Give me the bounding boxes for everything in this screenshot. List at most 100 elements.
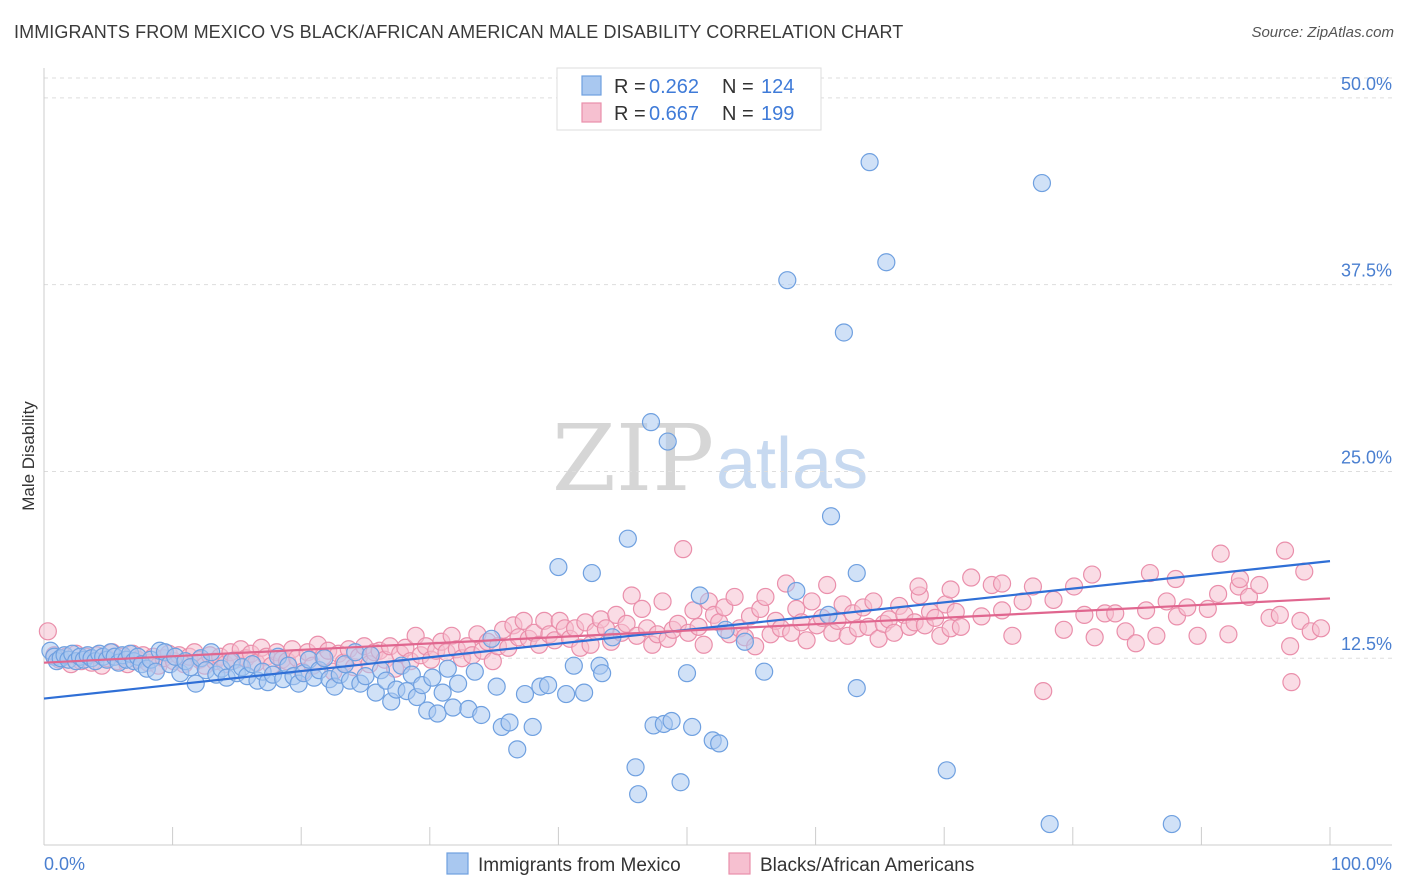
data-point-immigrants-from-mexico — [366, 683, 385, 702]
data-point-blacks-african-americans — [694, 635, 713, 654]
data-point-immigrants-from-mexico — [629, 785, 648, 804]
data-point-immigrants-from-mexico — [356, 667, 375, 686]
data-point-blacks-african-americans — [38, 622, 57, 641]
data-point-blacks-african-americans — [941, 580, 960, 599]
data-point-blacks-african-americans — [1140, 563, 1160, 583]
watermark: ZIP atlas — [552, 405, 868, 512]
data-point-blacks-african-americans — [992, 574, 1012, 593]
x-tick-label-max: 100.0% — [1331, 854, 1392, 874]
data-point-blacks-african-americans — [1075, 605, 1094, 624]
data-point-blacks-african-americans — [818, 575, 837, 595]
data-point-immigrants-from-mexico — [847, 679, 866, 698]
legend-r-label-pink: R = — [614, 103, 646, 125]
data-point-immigrants-from-mexico — [438, 659, 457, 678]
legend-swatch-blue — [581, 75, 602, 96]
data-point-blacks-african-americans — [1209, 584, 1228, 604]
data-point-blacks-african-americans — [884, 623, 904, 642]
data-point-immigrants-from-mexico — [465, 662, 484, 681]
data-point-blacks-african-americans — [962, 568, 981, 587]
data-point-immigrants-from-mexico — [443, 698, 463, 717]
data-point-immigrants-from-mexico — [821, 507, 841, 526]
data-point-blacks-african-americans — [1219, 625, 1238, 644]
data-point-immigrants-from-mexico — [677, 664, 697, 683]
data-point-blacks-african-americans — [1106, 604, 1125, 623]
data-point-blacks-african-americans — [514, 611, 533, 630]
series-legend: Immigrants from Mexico Blacks/African Am… — [446, 852, 974, 876]
data-point-blacks-african-americans — [617, 614, 636, 633]
data-point-blacks-african-americans — [797, 631, 816, 650]
series-legend-swatch-blue — [446, 852, 469, 875]
x-ticks — [43, 827, 1331, 845]
legend-r-value-pink: 0.667 — [649, 103, 699, 125]
data-point-immigrants-from-mexico — [778, 271, 797, 290]
legend-n-label-blue: N = — [722, 76, 754, 98]
data-point-blacks-african-americans — [1250, 575, 1269, 595]
data-point-immigrants-from-mexico — [582, 563, 601, 583]
data-point-blacks-african-americans — [802, 592, 821, 611]
data-point-blacks-african-americans — [756, 587, 775, 607]
data-point-immigrants-from-mexico — [515, 684, 535, 704]
y-tick-labels: 12.5% 25.0% 37.5% 50.0% — [1341, 74, 1392, 654]
data-point-blacks-african-americans — [1147, 626, 1166, 645]
data-point-blacks-african-americans — [1281, 637, 1300, 656]
data-point-immigrants-from-mexico — [564, 656, 583, 675]
data-point-immigrants-from-mexico — [482, 629, 501, 648]
data-point-blacks-african-americans — [1137, 601, 1156, 620]
data-point-immigrants-from-mexico — [641, 413, 661, 432]
data-point-immigrants-from-mexico — [549, 557, 568, 577]
data-point-blacks-african-americans — [1270, 605, 1289, 624]
data-point-blacks-african-americans — [1178, 598, 1197, 617]
data-point-blacks-african-americans — [1211, 544, 1230, 563]
data-point-blacks-african-americans — [1282, 673, 1301, 692]
data-point-blacks-african-americans — [1275, 541, 1295, 560]
data-point-blacks-african-americans — [1311, 619, 1331, 638]
data-point-immigrants-from-mexico — [335, 655, 355, 674]
data-point-immigrants-from-mexico — [755, 662, 774, 681]
grid — [44, 77, 1392, 659]
y-axis-title: Male Disability — [19, 401, 38, 511]
data-point-blacks-african-americans — [909, 577, 928, 596]
series-immigrants-from-mexico-points — [41, 153, 1181, 834]
series-blacks-african-americans-points — [38, 540, 1331, 701]
data-point-immigrants-from-mexico — [860, 153, 879, 172]
data-point-immigrants-from-mexico — [423, 668, 442, 687]
data-point-immigrants-from-mexico — [662, 711, 681, 731]
data-point-blacks-african-americans — [1230, 569, 1250, 589]
data-point-immigrants-from-mexico — [315, 649, 334, 668]
y-tick-label: 37.5% — [1341, 261, 1392, 281]
data-point-immigrants-from-mexico — [433, 683, 452, 702]
data-point-blacks-african-americans — [725, 587, 744, 607]
x-tick-label-min: 0.0% — [44, 854, 85, 874]
data-point-immigrants-from-mexico — [575, 683, 594, 702]
data-point-blacks-african-americans — [653, 592, 672, 611]
legend-r-value-blue: 0.262 — [649, 76, 699, 98]
data-point-immigrants-from-mexico — [690, 586, 709, 605]
data-point-immigrants-from-mexico — [658, 432, 677, 451]
data-point-immigrants-from-mexico — [593, 664, 612, 683]
data-point-immigrants-from-mexico — [834, 323, 853, 342]
data-point-blacks-african-americans — [1064, 577, 1084, 596]
data-point-immigrants-from-mexico — [787, 581, 806, 601]
data-point-immigrants-from-mexico — [671, 773, 690, 792]
data-point-blacks-african-americans — [1082, 565, 1102, 584]
data-point-immigrants-from-mexico — [847, 563, 866, 583]
data-point-immigrants-from-mexico — [877, 253, 896, 272]
data-point-blacks-african-americans — [674, 540, 693, 559]
data-point-blacks-african-americans — [689, 617, 708, 636]
data-point-blacks-african-americans — [864, 592, 883, 611]
data-point-blacks-african-americans — [1116, 622, 1135, 641]
data-point-blacks-african-americans — [622, 586, 641, 605]
data-point-blacks-african-americans — [1198, 599, 1217, 619]
y-tick-label: 50.0% — [1341, 74, 1392, 94]
watermark-zip: ZIP — [552, 405, 714, 512]
data-point-immigrants-from-mexico — [1032, 173, 1052, 193]
series-legend-label-pink: Blacks/African Americans — [760, 855, 974, 876]
data-point-blacks-african-americans — [1023, 577, 1043, 596]
data-point-blacks-african-americans — [1188, 626, 1207, 645]
data-point-immigrants-from-mexico — [626, 758, 645, 777]
data-point-blacks-african-americans — [1044, 590, 1063, 610]
data-point-blacks-african-americans — [684, 601, 703, 620]
data-point-immigrants-from-mexico — [539, 676, 558, 695]
trend-line-blacks-african-americans — [43, 597, 1331, 664]
